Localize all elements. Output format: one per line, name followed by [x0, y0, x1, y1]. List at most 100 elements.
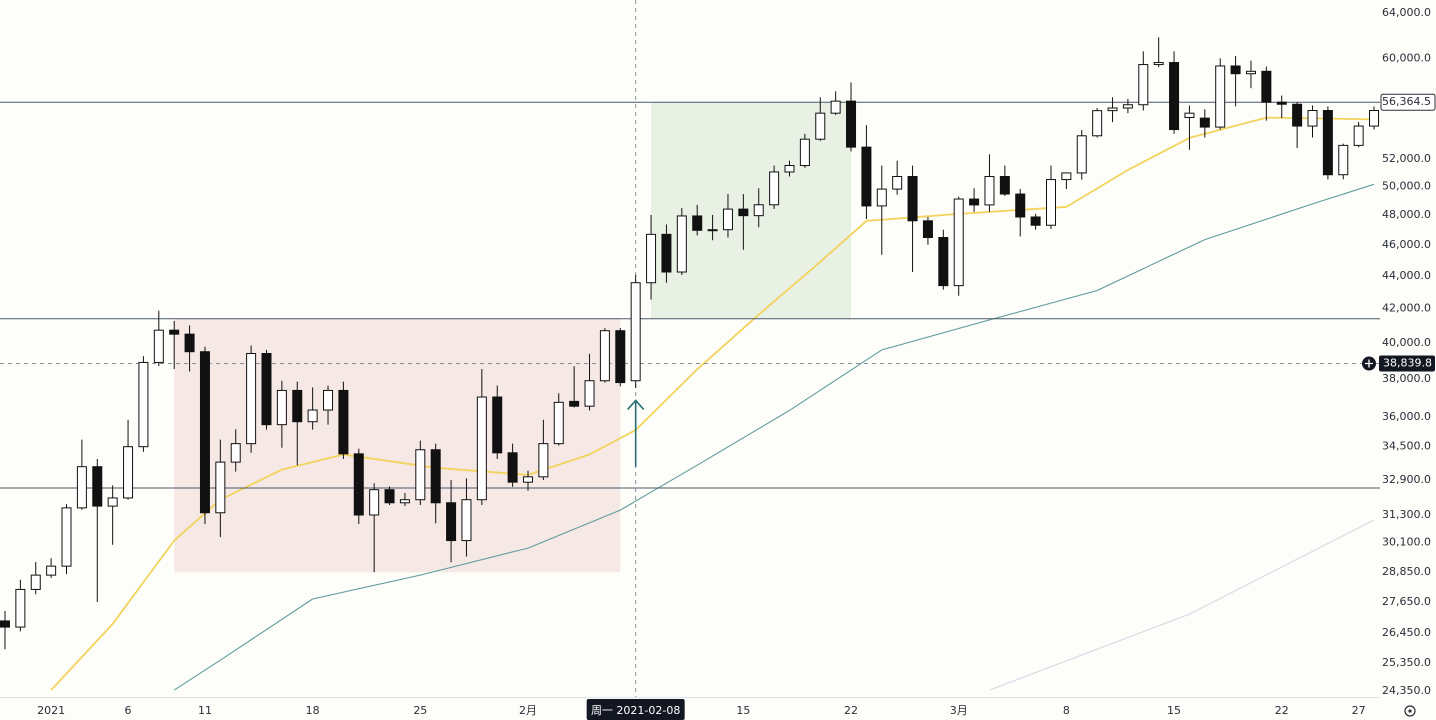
y-tick-label: 25,350.0	[1382, 656, 1431, 669]
candle-body	[430, 449, 441, 504]
y-tick-label: 36,000.0	[1382, 410, 1431, 423]
x-tick-label: 15	[736, 704, 750, 717]
candle-body	[384, 489, 395, 504]
plot-area	[0, 0, 1380, 697]
candle-body	[153, 329, 164, 363]
candle-body	[569, 400, 580, 407]
x-tick-label: 8	[1063, 704, 1070, 717]
candle-body	[446, 502, 457, 542]
candle-body	[907, 176, 918, 222]
candle-body	[1215, 65, 1226, 128]
candle-body	[46, 565, 57, 576]
candle-body	[661, 233, 672, 273]
add-alert-plus	[1365, 359, 1373, 368]
candle-body	[1138, 64, 1149, 106]
candle-body	[753, 204, 764, 217]
candle-body	[984, 176, 995, 206]
candle-body	[1276, 101, 1287, 105]
candle-body	[876, 188, 887, 207]
candle-body	[507, 452, 518, 483]
y-tick-label: 48,000.0	[1382, 208, 1431, 221]
last-price-label: 56,364.5	[1382, 95, 1431, 108]
candle-body	[338, 389, 349, 455]
indicator-line	[173, 183, 1375, 691]
candle-body	[922, 220, 933, 239]
indicator-line	[989, 519, 1375, 691]
candle-body	[1046, 179, 1056, 226]
candle-body	[492, 396, 503, 454]
y-tick-label: 52,000.0	[1382, 152, 1431, 165]
candle-body	[1292, 103, 1303, 127]
candle-body	[1261, 70, 1272, 103]
candle-body	[230, 443, 241, 463]
candle-body	[892, 176, 903, 190]
candle-body	[1245, 70, 1256, 75]
candle-body	[107, 497, 118, 507]
candle-body	[584, 380, 595, 407]
candle-body	[799, 138, 810, 167]
candle-body	[1369, 110, 1380, 127]
candle-body	[415, 449, 426, 501]
candle-body	[476, 396, 487, 501]
candle-body	[969, 198, 980, 206]
candle-body	[215, 461, 226, 514]
candle-body	[1030, 216, 1041, 226]
zone	[174, 318, 621, 573]
candle-body	[369, 489, 380, 516]
candle-body	[1153, 62, 1164, 66]
axes: 64,000.0 60,000.0 52,000.0 50,000.0 48,000.0…	[37, 6, 1436, 720]
candle-body	[830, 100, 841, 114]
candle-body	[276, 389, 287, 426]
candle-body	[769, 171, 780, 206]
candle-body	[707, 229, 718, 232]
candle-body	[1061, 172, 1072, 181]
x-tick-label: 3月	[950, 704, 968, 717]
candle-body	[676, 215, 687, 273]
candle-body	[738, 208, 749, 217]
candle-body	[1307, 110, 1318, 127]
last-price-box	[1380, 93, 1436, 111]
candle-body	[92, 466, 103, 507]
crosshair-price-label: 38,839.8	[1383, 357, 1432, 370]
candle-body	[846, 100, 857, 148]
y-tick-label: 27,650.0	[1382, 595, 1431, 608]
settings-icon[interactable]	[1404, 705, 1416, 717]
x-tick-label: 15	[1167, 704, 1181, 717]
candle-body	[538, 443, 549, 478]
indicator-line	[50, 116, 1375, 691]
candle-body	[1322, 110, 1333, 176]
y-tick-label: 42,000.0	[1382, 302, 1431, 315]
candle-body	[399, 499, 410, 504]
y-tick-label: 26,450.0	[1382, 626, 1431, 639]
y-tick-label: 28,850.0	[1382, 565, 1431, 578]
candle-body	[1015, 193, 1026, 218]
candle-body	[307, 409, 318, 423]
y-tick-label: 44,000.0	[1382, 269, 1431, 282]
candle-body	[599, 330, 610, 382]
y-tick-label: 60,000.0	[1382, 51, 1431, 64]
y-tick-label: 34,500.0	[1382, 440, 1431, 453]
candle-body	[553, 401, 564, 445]
x-tick-label: 27	[1352, 704, 1366, 717]
y-tick-label: 30,100.0	[1382, 535, 1431, 548]
y-tick-label: 24,350.0	[1382, 684, 1431, 697]
x-tick-label: 2月	[519, 704, 537, 717]
crosshair-date-box	[586, 699, 685, 720]
candle-body	[15, 588, 26, 628]
candle-body	[938, 237, 949, 287]
candle-body	[630, 282, 641, 382]
candle-body	[261, 352, 272, 426]
candle-body	[522, 476, 533, 483]
x-tick-label: 22	[844, 704, 858, 717]
candle-body	[1076, 135, 1087, 174]
candle-body	[784, 165, 795, 173]
candle-body	[815, 112, 826, 140]
y-tick-label: 64,000.0	[1382, 6, 1431, 19]
candle-body	[1353, 125, 1364, 146]
candle-body	[292, 389, 303, 423]
arrow	[627, 399, 645, 467]
candle-body	[999, 176, 1010, 195]
y-tick-label: 31,300.0	[1382, 508, 1431, 521]
